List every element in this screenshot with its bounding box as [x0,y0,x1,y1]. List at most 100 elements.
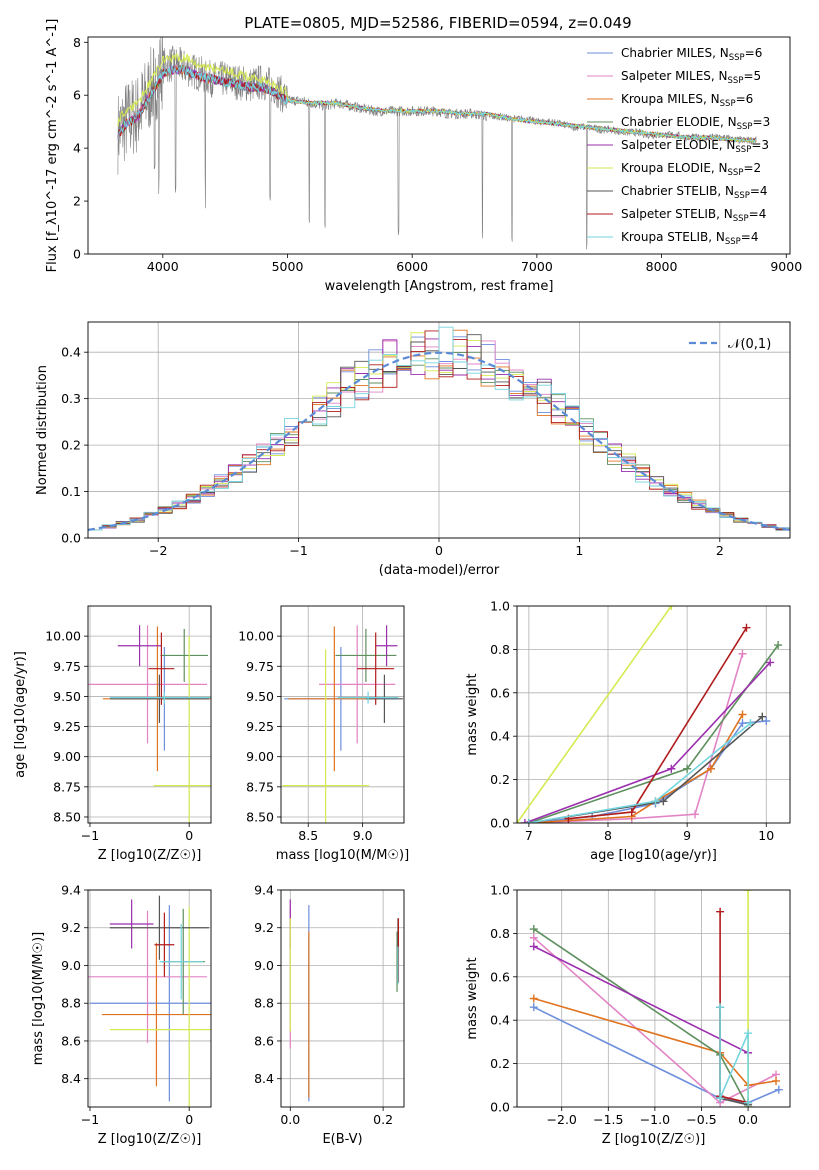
y-tick-label: 0.0 [61,531,81,546]
y-tick-label: 8.8 [254,996,274,1011]
legend-label: Kroupa MILES, NSSP=6 [621,92,753,109]
legend-count: =6 [745,46,763,60]
weight-marker [659,797,668,806]
weight-marker [744,1098,753,1107]
x-tick-label: 7000 [521,259,553,274]
y-tick-label: 8.8 [61,996,81,1011]
y-tick-label: 0.0 [490,816,510,831]
weight-line-1 [528,653,744,823]
plot-area [517,606,783,823]
weight-marker [774,641,783,650]
y-tick-label: 9.0 [61,958,81,973]
x-tick-label: 6000 [396,259,428,274]
weight-marker [744,1029,753,1038]
y-tick-label: 0 [73,247,81,262]
y-tick-label: 8.75 [53,779,81,794]
legend-subscript: SSP [720,99,736,109]
weight-marker [716,1094,725,1103]
x-tick-label: −0.5 [686,1112,716,1127]
y-tick-label: 0.6 [490,969,510,984]
y-tick-label: 9.4 [61,883,81,898]
legend-label: Chabrier ELODIE, NSSP=3 [621,115,770,132]
y-tick-label: 0.2 [61,438,81,453]
axes-frame [87,605,212,824]
normal-curve [88,351,790,531]
axes-frame [280,605,405,824]
y-tick-label: 8.50 [246,809,274,824]
legend-label: Chabrier STELIB, NSSP=4 [621,184,768,201]
weight-marker [529,925,538,934]
legend-subscript: SSP [737,122,753,132]
weight-marker [738,710,747,719]
weight-line-0 [533,1006,780,1104]
y-tick-label: 9.50 [246,689,274,704]
weight-line-8 [719,1007,749,1103]
legend-count: =2 [743,161,761,175]
x-tick-label: 4000 [147,259,179,274]
weight-marker [520,819,529,823]
x-tick-label: −1 [81,1112,99,1127]
y-tick-label: 9.4 [254,883,274,898]
weight-marker [706,764,715,773]
weight-marker [744,890,753,894]
panel-age_vs_Z: −1 0 8.50 8.75 9.00 9.25 9.50 9.75 10.00 Z [log10… [13,605,212,863]
x-axis-label: Z [log10(Z/Z☉)] [602,1132,706,1147]
y-tick-label: 2 [73,194,81,209]
legend-subscript: SSP [728,168,744,178]
y-tick-label: 0.4 [61,345,81,360]
legend-label: 𝒩(0,1) [728,337,771,352]
y-tick-label: 8.4 [61,1071,81,1086]
weight-marker [772,1076,781,1085]
x-tick-label: 1 [575,543,583,558]
y-tick-label: 8.75 [246,779,274,794]
plot-area [289,899,400,1102]
weight-marker [529,1003,538,1012]
y-tick-label: 9.75 [246,659,274,674]
axes-frame [280,889,405,1108]
x-axis-label: (data-model)/error [379,563,500,578]
legend-count: =5 [743,69,761,83]
y-tick-label: 9.50 [53,689,81,704]
weight-marker [529,994,538,1003]
weight-marker [758,712,767,721]
plot-area [282,625,403,823]
y-tick-label: 1.0 [490,883,510,898]
weight-marker [774,1085,783,1094]
x-axis-label: age [log10(age/yr)] [590,848,717,863]
x-tick-label: 7 [525,828,533,843]
legend-label: Kroupa ELODIE, NSSP=2 [621,161,761,178]
panel-weight_vs_Z: −2.0 −1.5 −1.0 −0.5 0.0 0.0 0.2 0.4 0.6 0.8 1.0 Z [… [465,883,791,1147]
x-tick-label: 0.0 [738,1112,758,1127]
plot-area [529,890,783,1107]
y-tick-label: 0.2 [490,1056,510,1071]
weight-marker [667,606,676,610]
weight-line-5 [517,606,672,823]
y-tick-label: 8.6 [254,1033,274,1048]
y-tick-label: 10.00 [45,629,81,644]
y-tick-label: 0.6 [490,685,510,700]
x-tick-label: 9000 [770,259,802,274]
weight-marker [627,808,636,817]
figure-title: PLATE=0805, MJD=52586, FIBERID=0594, z=0… [244,14,631,32]
x-tick-label: 0.0 [280,1112,300,1127]
legend-subscript: SSP [728,76,744,86]
legend-count: =6 [736,92,754,106]
x-tick-label: 2 [716,543,724,558]
x-tick-label: 9 [683,828,691,843]
y-axis-label: mass weight [465,957,480,1039]
weight-marker [766,658,775,667]
y-axis-label: Normed distribution [35,365,50,495]
weight-marker [667,764,676,773]
x-axis-label: E(B-V) [322,1132,362,1147]
y-tick-label: 8 [73,35,81,50]
weight-line-3 [528,644,779,823]
plot-area [88,625,211,823]
axes-frame [87,36,791,255]
panel-age_vs_mass: 8.5 9.0 8.50 8.75 9.00 9.25 9.50 9.75 10.00 mass … [238,605,409,863]
weight-marker [529,933,538,942]
y-axis-label: mass [log10(M/M☉)] [31,932,46,1065]
x-axis-label: Z [log10(Z/Z☉)] [98,848,202,863]
legend-subscript: SSP [734,191,750,201]
x-tick-label: 0 [185,828,193,843]
